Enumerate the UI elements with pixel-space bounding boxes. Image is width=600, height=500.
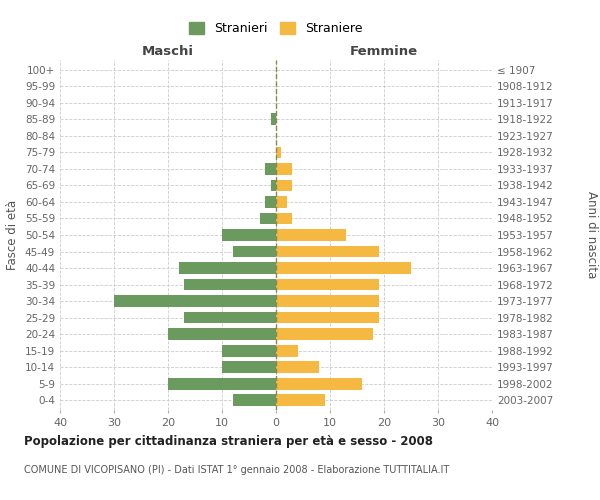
Bar (222, 229, 276, 241)
Text: COMUNE DI VICOPISANO (PI) - Dati ISTAT 1° gennaio 2008 - Elaborazione TUTTITALIA: COMUNE DI VICOPISANO (PI) - Dati ISTAT 1… (24, 465, 449, 475)
Bar (276, 361, 319, 373)
Bar (276, 163, 292, 175)
Bar (276, 246, 379, 258)
Bar (260, 212, 276, 224)
Bar (222, 361, 276, 373)
Text: Femmine: Femmine (350, 46, 418, 59)
Bar (271, 114, 276, 126)
Bar (184, 312, 276, 324)
Bar (276, 229, 346, 241)
Bar (276, 262, 411, 274)
Bar (222, 344, 276, 356)
Bar (276, 394, 325, 406)
Bar (271, 180, 276, 192)
Bar (276, 328, 373, 340)
Bar (233, 246, 276, 258)
Bar (168, 378, 276, 390)
Bar (276, 278, 379, 290)
Legend: Stranieri, Straniere: Stranieri, Straniere (184, 18, 368, 40)
Bar (265, 196, 276, 208)
Text: Anni di nascita: Anni di nascita (584, 192, 598, 278)
Bar (179, 262, 276, 274)
Bar (276, 180, 292, 192)
Bar (168, 328, 276, 340)
Bar (276, 212, 292, 224)
Bar (276, 295, 379, 307)
Bar (276, 146, 281, 158)
Bar (276, 378, 362, 390)
Bar (184, 278, 276, 290)
Text: Maschi: Maschi (142, 46, 194, 59)
Bar (276, 196, 287, 208)
Bar (114, 295, 276, 307)
Bar (233, 394, 276, 406)
Bar (265, 163, 276, 175)
Y-axis label: Fasce di età: Fasce di età (7, 200, 19, 270)
Bar (276, 344, 298, 356)
Bar (276, 312, 379, 324)
Text: Popolazione per cittadinanza straniera per età e sesso - 2008: Popolazione per cittadinanza straniera p… (24, 435, 433, 448)
